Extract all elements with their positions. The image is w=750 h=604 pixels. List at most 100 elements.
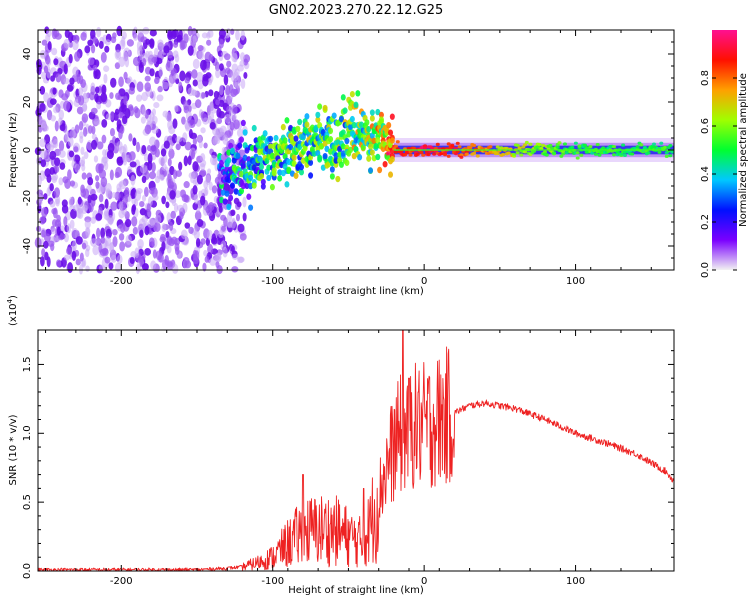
- x-tick-label: -100: [261, 576, 284, 587]
- spectrogram-cell: [150, 260, 157, 270]
- spectrogram-cell: [129, 161, 137, 168]
- ridge-cell: [371, 137, 377, 145]
- ridge-cell: [419, 150, 424, 155]
- spectrogram-cell: [46, 28, 52, 38]
- spectrogram-cell: [63, 38, 71, 49]
- spectrogram-cell: [157, 39, 164, 47]
- ridge-cell: [524, 140, 529, 145]
- ridge-cell: [542, 150, 547, 154]
- ridge-cell: [657, 150, 662, 154]
- spectrogram-cell: [230, 219, 237, 229]
- spectrogram-cell: [49, 200, 56, 208]
- spectrogram-cell: [153, 101, 160, 109]
- spectrogram-cell: [170, 236, 178, 245]
- ridge-cell: [443, 153, 448, 157]
- spectrogram-cell: [236, 201, 242, 208]
- ridge-cell: [342, 107, 348, 114]
- spectrogram-cell: [72, 66, 79, 77]
- spectrogram-cell: [68, 196, 74, 208]
- spectrogram-cell: [96, 101, 102, 110]
- spectrogram-cell: [71, 160, 77, 169]
- ridge-cell: [582, 143, 587, 147]
- spectrogram-cell: [107, 214, 114, 225]
- spectrogram-cell: [122, 195, 128, 205]
- spectrogram-cell: [139, 229, 144, 239]
- spectrogram-cell: [92, 64, 98, 71]
- spectrogram-cell: [53, 187, 61, 198]
- spectrogram-cell: [64, 130, 70, 142]
- spectrogram-cell: [215, 99, 220, 106]
- ridge-cell: [322, 104, 328, 112]
- ridge-cell: [344, 137, 350, 145]
- spectrogram-cell: [175, 143, 181, 151]
- x-tick-label: -200: [110, 576, 133, 587]
- spectrogram-cell: [54, 157, 61, 167]
- spectrogram-cell: [51, 47, 58, 56]
- spectrogram-cell: [71, 250, 77, 261]
- spectrogram-cell: [100, 92, 108, 103]
- ridge-cell: [446, 142, 451, 146]
- snr-frame: [37, 329, 675, 572]
- ridge-cell: [228, 142, 234, 150]
- ridge-cell: [472, 151, 477, 155]
- spectrogram-cell: [183, 155, 189, 167]
- spectrogram-cell: [198, 50, 205, 61]
- ridge-cell: [322, 152, 328, 160]
- spectrogram-cell: [233, 119, 240, 130]
- spectrogram-cell: [116, 25, 123, 37]
- spectrogram-cell: [169, 190, 176, 200]
- y-tick-label: -40: [22, 238, 33, 254]
- spectrogram-cell: [151, 56, 158, 63]
- ridge-cell: [338, 161, 344, 168]
- spectrogram-cell: [165, 111, 172, 121]
- spectrogram-cell: [140, 116, 146, 124]
- snr-y-label: SNR (10 * v/v): [8, 414, 19, 485]
- spectrogram-cell: [135, 263, 140, 275]
- ridge-cell: [318, 143, 324, 150]
- spectrogram-cell: [85, 265, 90, 272]
- spectrogram-cell: [148, 171, 156, 180]
- spectrogram-cell: [92, 245, 99, 256]
- spectrogram-cell: [208, 54, 214, 62]
- ridge-cell: [262, 130, 268, 137]
- spectrogram-cell: [144, 225, 150, 236]
- ridge-cell: [315, 116, 321, 123]
- x-tick-label: 0: [421, 576, 427, 587]
- ridge-cell: [231, 157, 237, 164]
- spectrogram-cell: [232, 113, 237, 121]
- ridge-cell: [468, 145, 473, 149]
- spectrogram-cell: [144, 82, 152, 92]
- spectrogram-cell: [225, 67, 231, 75]
- spectrogram-cell: [59, 162, 66, 170]
- spectrogram-cell: [84, 219, 91, 229]
- spectrogram-cell: [132, 56, 141, 67]
- ridge-cell: [229, 182, 235, 189]
- spectrogram-y-ticks: -40 -20 0 20 40: [22, 41, 674, 259]
- spectrogram-cell: [139, 164, 148, 174]
- spectrogram-cell: [206, 39, 212, 46]
- ridge-cell: [575, 151, 580, 155]
- ridge-cell: [235, 152, 241, 160]
- ridge-cell: [229, 147, 235, 155]
- spectrogram-cell: [69, 219, 75, 229]
- spectrogram-cell: [90, 238, 98, 247]
- spectrogram-cell: [161, 195, 166, 205]
- spectrogram-cell: [95, 175, 100, 182]
- spectrogram-cell: [172, 169, 178, 180]
- spectrogram-cell: [215, 68, 221, 79]
- ridge-cell: [239, 136, 245, 143]
- spectrogram-cell: [232, 104, 238, 115]
- spectrogram-cell: [161, 162, 167, 172]
- ridge-cell: [251, 182, 257, 189]
- spectrogram-cell: [236, 128, 244, 138]
- ridge-cell: [317, 122, 323, 129]
- ridge-cell: [248, 204, 254, 211]
- ridge-cell: [351, 121, 357, 129]
- spectrogram-cell: [192, 161, 199, 172]
- spectrogram-cell: [192, 257, 200, 265]
- spectrogram-cell: [81, 242, 87, 250]
- ridge-cell: [393, 144, 398, 149]
- spectrogram-cell: [196, 218, 204, 227]
- spectrogram-cell: [101, 118, 108, 128]
- spectrogram-cell: [179, 70, 186, 82]
